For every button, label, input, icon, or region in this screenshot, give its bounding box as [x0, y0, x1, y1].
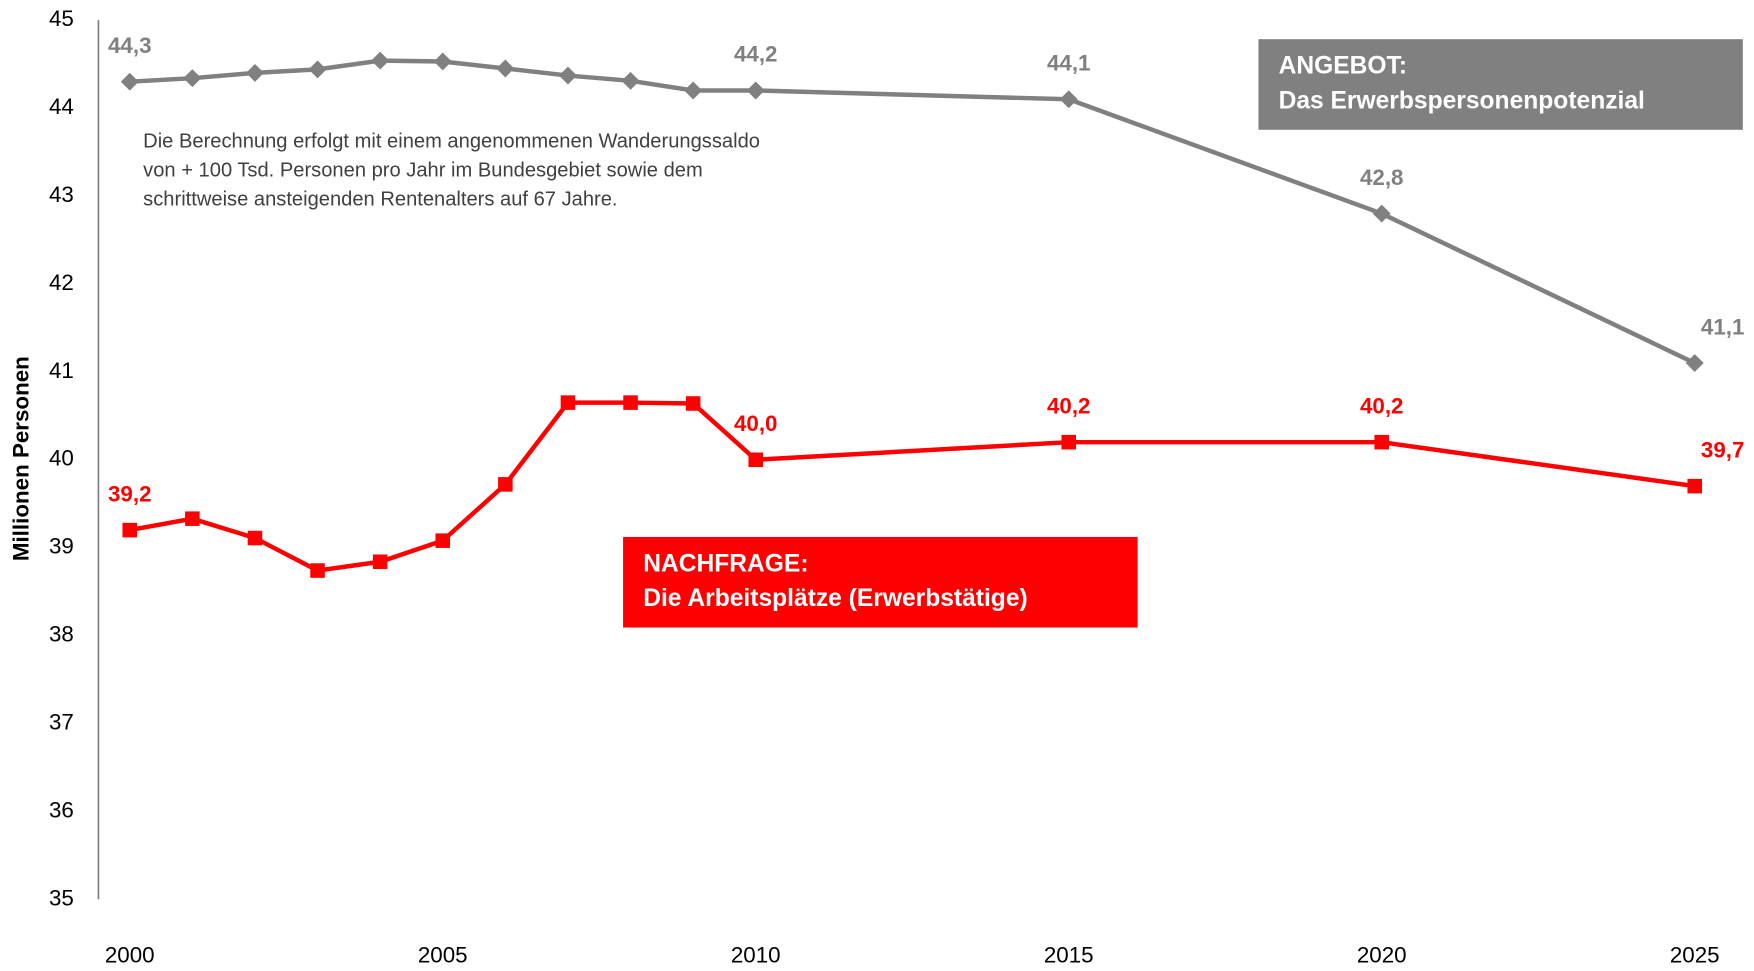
y-tick-label: 37	[49, 709, 74, 734]
y-tick-label: 45	[49, 6, 74, 31]
marker	[1061, 434, 1077, 450]
marker	[623, 395, 638, 410]
marker	[247, 530, 263, 546]
x-tick-label: 2005	[418, 942, 468, 967]
legend-box	[623, 536, 1138, 628]
note-text: schrittweise ansteigenden Rentenalters a…	[143, 189, 617, 211]
marker	[1685, 354, 1704, 373]
marker	[1687, 478, 1702, 494]
marker	[1059, 90, 1078, 109]
marker	[183, 69, 202, 88]
series-line	[129, 400, 1696, 573]
x-tick-label: 2010	[731, 942, 781, 967]
y-tick-label: 41	[49, 358, 74, 383]
data-label: 44,2	[734, 42, 778, 67]
marker	[1374, 434, 1389, 450]
marker	[746, 81, 765, 100]
marker	[1372, 204, 1391, 223]
note-text: von + 100 Tsd. Personen pro Jahr im Bund…	[143, 159, 703, 181]
y-tick-label: 43	[49, 182, 74, 207]
y-tick-label: 44	[49, 94, 74, 119]
data-label: 40,2	[1360, 393, 1404, 418]
marker	[558, 66, 577, 85]
legend-text: Das Erwerbspersonenpotenzial	[1279, 87, 1645, 114]
marker	[308, 60, 327, 79]
data-label: 41,1	[1701, 314, 1745, 339]
y-tick-label: 36	[49, 797, 74, 822]
marker	[496, 59, 515, 78]
y-tick-label: 42	[49, 270, 74, 295]
data-label: 40,2	[1047, 393, 1091, 418]
marker	[433, 52, 452, 71]
y-tick-label: 39	[49, 534, 74, 559]
marker	[621, 71, 640, 90]
marker	[310, 563, 325, 578]
note-text: Die Berechnung erfolgt mit einem angenom…	[143, 130, 760, 152]
marker	[684, 81, 703, 100]
data-label: 40,0	[734, 411, 778, 436]
marker	[371, 51, 390, 70]
marker	[435, 533, 451, 548]
marker	[120, 72, 139, 91]
legend-text: Die Arbeitsplätze (Erwerbstätige)	[643, 585, 1027, 612]
data-label: 42,8	[1360, 165, 1404, 190]
legend-text: NACHFRAGE:	[643, 550, 808, 577]
marker	[685, 396, 701, 411]
marker	[246, 63, 264, 82]
x-tick-label: 2025	[1670, 942, 1720, 967]
marker	[498, 477, 513, 492]
y-tick-label: 38	[49, 622, 74, 647]
legend-text: ANGEBOT:	[1279, 53, 1407, 80]
marker	[748, 452, 764, 468]
x-tick-label: 2020	[1357, 942, 1407, 967]
data-label: 44,1	[1047, 51, 1091, 76]
x-tick-label: 2000	[105, 942, 155, 967]
data-label: 39,7	[1701, 437, 1745, 462]
data-label: 39,2	[108, 481, 152, 506]
y-tick-label: 35	[49, 885, 74, 910]
y-axis-label: Millionen Personen	[8, 356, 33, 561]
data-label: 44,3	[108, 33, 152, 58]
x-tick-label: 2015	[1044, 942, 1094, 967]
legend-box	[1258, 39, 1743, 130]
marker	[560, 395, 576, 410]
marker	[122, 522, 138, 538]
marker	[372, 554, 388, 570]
marker	[185, 511, 200, 526]
y-tick-label: 40	[49, 446, 74, 471]
series-line	[129, 58, 1696, 366]
